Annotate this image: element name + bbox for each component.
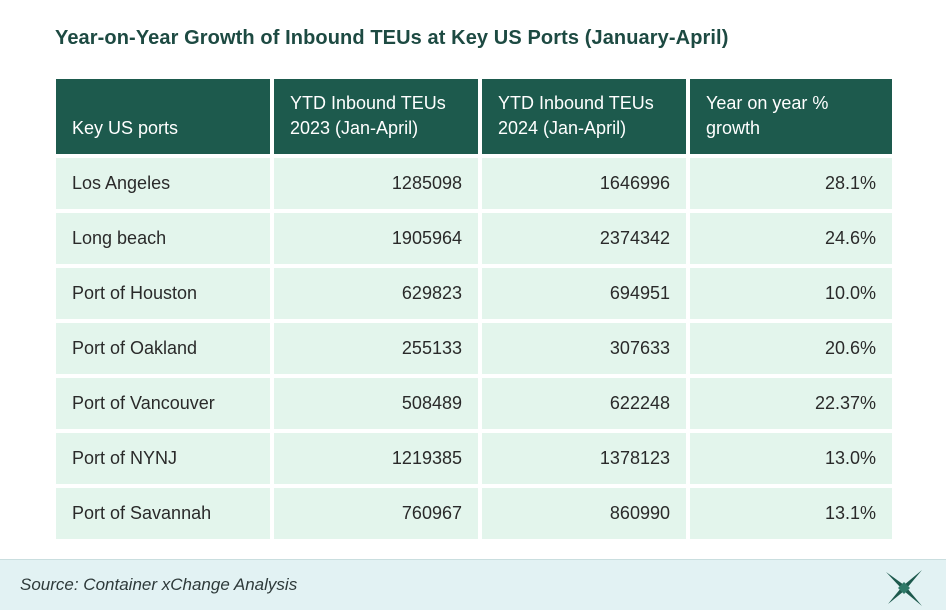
table-row: Long beach 1905964 2374342 24.6% — [56, 213, 892, 264]
source-note: Source: Container xChange Analysis — [20, 575, 298, 594]
table-row: Port of Houston 629823 694951 10.0% — [56, 268, 892, 319]
cell-ytd-2023: 1905964 — [274, 213, 478, 264]
cell-yoy-growth: 24.6% — [690, 213, 892, 264]
cell-yoy-growth: 13.0% — [690, 433, 892, 484]
cell-port-name: Los Angeles — [56, 158, 270, 209]
header-ytd-2024: YTD Inbound TEUs 2024 (Jan-April) — [482, 79, 686, 154]
cell-ytd-2024: 622248 — [482, 378, 686, 429]
cell-yoy-growth: 22.37% — [690, 378, 892, 429]
cell-ytd-2024: 860990 — [482, 488, 686, 539]
table-row: Los Angeles 1285098 1646996 28.1% — [56, 158, 892, 209]
container-xchange-logo-icon — [886, 570, 922, 606]
cell-ytd-2024: 1646996 — [482, 158, 686, 209]
table-row: Port of NYNJ 1219385 1378123 13.0% — [56, 433, 892, 484]
cell-ytd-2024: 694951 — [482, 268, 686, 319]
cell-port-name: Port of Savannah — [56, 488, 270, 539]
cell-ytd-2024: 307633 — [482, 323, 686, 374]
cell-yoy-growth: 10.0% — [690, 268, 892, 319]
cell-port-name: Port of Houston — [56, 268, 270, 319]
header-key-us-ports: Key US ports — [56, 79, 270, 154]
footer-bar: Source: Container xChange Analysis — [0, 559, 946, 610]
cell-port-name: Port of NYNJ — [56, 433, 270, 484]
cell-port-name: Port of Oakland — [56, 323, 270, 374]
teu-growth-table: Key US ports YTD Inbound TEUs 2023 (Jan-… — [52, 75, 896, 543]
cell-ytd-2024: 2374342 — [482, 213, 686, 264]
cell-yoy-growth: 20.6% — [690, 323, 892, 374]
cell-ytd-2023: 629823 — [274, 268, 478, 319]
cell-ytd-2024: 1378123 — [482, 433, 686, 484]
cell-port-name: Port of Vancouver — [56, 378, 270, 429]
table-row: Port of Vancouver 508489 622248 22.37% — [56, 378, 892, 429]
cell-ytd-2023: 760967 — [274, 488, 478, 539]
table-row: Port of Oakland 255133 307633 20.6% — [56, 323, 892, 374]
cell-port-name: Long beach — [56, 213, 270, 264]
chart-title: Year-on-Year Growth of Inbound TEUs at K… — [55, 27, 729, 49]
cell-ytd-2023: 508489 — [274, 378, 478, 429]
table-row: Port of Savannah 760967 860990 13.1% — [56, 488, 892, 539]
cell-ytd-2023: 1219385 — [274, 433, 478, 484]
cell-ytd-2023: 1285098 — [274, 158, 478, 209]
cell-yoy-growth: 28.1% — [690, 158, 892, 209]
header-yoy-growth: Year on year % growth — [690, 79, 892, 154]
table-header-row: Key US ports YTD Inbound TEUs 2023 (Jan-… — [56, 79, 892, 154]
cell-ytd-2023: 255133 — [274, 323, 478, 374]
cell-yoy-growth: 13.1% — [690, 488, 892, 539]
header-ytd-2023: YTD Inbound TEUs 2023 (Jan-April) — [274, 79, 478, 154]
